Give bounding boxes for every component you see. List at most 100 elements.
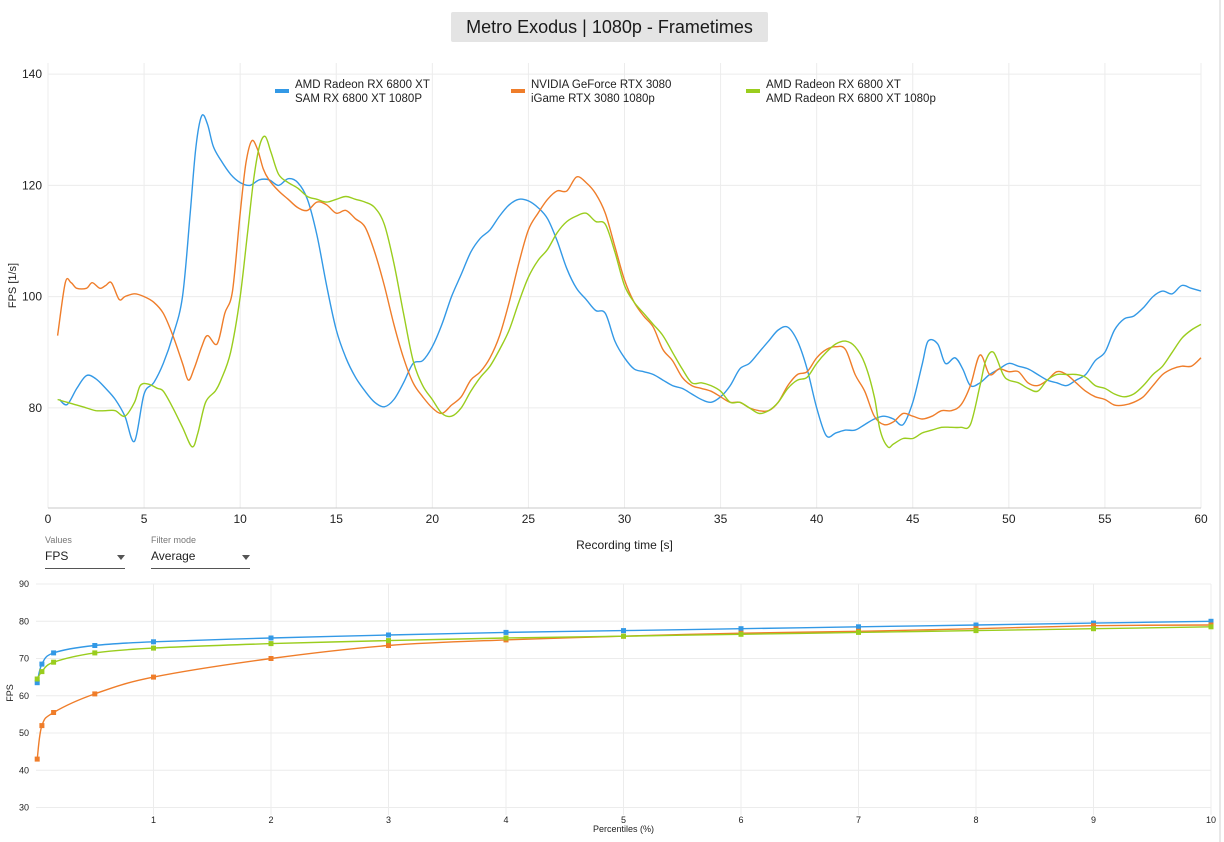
pct-x-tick-label: 3	[386, 815, 391, 825]
chart-title: Metro Exodus | 1080p - Frametimes	[451, 12, 768, 42]
pct-point-2	[39, 723, 45, 729]
values-selected: FPS	[45, 549, 69, 563]
series-line-1	[59, 114, 1202, 443]
pct-point-1	[621, 628, 626, 634]
chevron-down-icon	[242, 555, 250, 560]
x-tick-label: 20	[426, 512, 440, 526]
pct-point-3	[1208, 624, 1214, 630]
pct-x-tick-label: 10	[1206, 815, 1216, 825]
x-tick-label: 35	[714, 512, 728, 526]
y-tick-label: 140	[22, 67, 42, 81]
pct-point-1	[39, 661, 45, 667]
series-line-2	[56, 139, 1202, 426]
pct-x-tick-label: 6	[738, 815, 743, 825]
scrollbar-edge	[1219, 0, 1221, 842]
main-chart-lines	[56, 114, 1202, 449]
x-tick-label: 40	[810, 512, 824, 526]
pct-point-3	[34, 676, 40, 682]
chevron-down-icon	[117, 555, 125, 560]
pct-point-1	[738, 626, 744, 632]
values-dropdown[interactable]: Values FPS	[45, 535, 125, 571]
pct-x-tick-label: 9	[1091, 815, 1096, 825]
legend-subname-3: AMD Radeon RX 6800 XT 1080p	[766, 93, 936, 105]
x-tick-label: 15	[330, 512, 344, 526]
legend-subname-2: iGame RTX 3080 1080p	[531, 93, 655, 105]
legend-subname-1: SAM RX 6800 XT 1080P	[295, 93, 422, 105]
x-tick-label: 50	[1002, 512, 1016, 526]
pct-y-tick-label: 50	[19, 728, 29, 738]
x-tick-label: 10	[233, 512, 247, 526]
pct-point-3	[268, 641, 274, 647]
pct-y-tick-label: 90	[19, 579, 29, 589]
pct-y-tick-label: 60	[19, 691, 29, 701]
x-tick-label: 30	[618, 512, 632, 526]
pct-point-3	[738, 631, 744, 637]
pct-point-2	[268, 656, 274, 661]
x-tick-label: 25	[522, 512, 536, 526]
x-axis-title: Recording time [s]	[576, 538, 673, 552]
x-tick-label: 0	[45, 512, 52, 526]
legend-name-1: AMD Radeon RX 6800 XT	[295, 79, 430, 91]
y-tick-label: 100	[22, 290, 42, 304]
pct-point-2	[386, 643, 391, 648]
pct-point-1	[34, 680, 40, 686]
pct-x-tick-label: 8	[973, 815, 978, 825]
series-line-3	[57, 135, 1202, 449]
pct-point-3	[1091, 626, 1096, 632]
pct-point-3	[386, 638, 391, 644]
pct-x-tick-label: 1	[151, 815, 156, 825]
legend: AMD Radeon RX 6800 XT SAM RX 6800 XT 1080…	[275, 79, 936, 105]
pct-point-3	[973, 628, 979, 634]
pct-x-tick-label: 2	[268, 815, 273, 825]
pct-point-2	[1091, 623, 1096, 629]
pct-point-2	[51, 710, 57, 715]
pct-point-1	[503, 629, 509, 635]
pct-point-3	[621, 633, 626, 639]
pct-x-tick-label: 4	[503, 815, 508, 825]
pct-point-1	[973, 622, 979, 628]
pct-point-1	[268, 635, 274, 641]
pct-point-3	[503, 635, 509, 641]
pct-point-3	[92, 650, 98, 656]
y-axis-title: FPS [1/s]	[7, 263, 19, 308]
pct-point-2	[151, 674, 156, 680]
pct-point-1	[92, 643, 98, 648]
percentile-chart-axes: 30 40 50 60 70 80 90 1 2 3 4 5 6 7 8 9 10 Percentiles (%)…	[5, 579, 1216, 834]
pct-x-axis-title: Percentiles (%)	[593, 824, 654, 834]
percentile-chart-lines	[34, 618, 1214, 762]
pct-x-tick-label: 7	[856, 815, 861, 825]
main-chart-axes: 0 5 10 15 20 25 30 35 40 45 50 55 60 80 100 120 140 Recor…	[7, 67, 1208, 552]
y-tick-label: 120	[22, 178, 42, 192]
x-tick-label: 45	[906, 512, 920, 526]
pct-point-1	[1091, 620, 1096, 626]
filter-mode-label: Filter mode	[151, 535, 197, 545]
pct-point-2	[92, 691, 98, 697]
x-tick-label: 5	[141, 512, 148, 526]
pct-point-3	[856, 629, 861, 635]
pct-point-2	[34, 756, 40, 762]
pct-point-1	[1208, 618, 1214, 624]
pct-point-3	[151, 645, 156, 651]
pct-y-tick-label: 40	[19, 765, 29, 775]
pct-point-1	[51, 650, 57, 656]
percentile-chart-grid	[36, 583, 1212, 815]
pct-y-tick-label: 70	[19, 654, 29, 664]
filter-mode-selected: Average	[151, 549, 196, 563]
pct-y-tick-label: 80	[19, 616, 29, 626]
pct-point-1	[856, 624, 861, 630]
legend-name-2: NVIDIA GeForce RTX 3080	[531, 79, 671, 91]
pct-y-tick-label: 30	[19, 803, 29, 813]
pct-x-tick-label: 5	[621, 815, 626, 825]
y-tick-label: 80	[29, 401, 43, 415]
values-label: Values	[45, 535, 72, 545]
x-tick-label: 55	[1098, 512, 1112, 526]
pct-point-1	[151, 639, 156, 645]
pct-y-axis-title: FPS	[5, 684, 15, 702]
x-tick-label: 60	[1194, 512, 1208, 526]
legend-name-3: AMD Radeon RX 6800 XT	[766, 79, 901, 91]
pct-point-3	[39, 669, 45, 675]
pct-point-3	[51, 659, 57, 665]
pct-point-1	[386, 632, 391, 638]
filter-mode-dropdown[interactable]: Filter mode Average	[151, 535, 250, 571]
